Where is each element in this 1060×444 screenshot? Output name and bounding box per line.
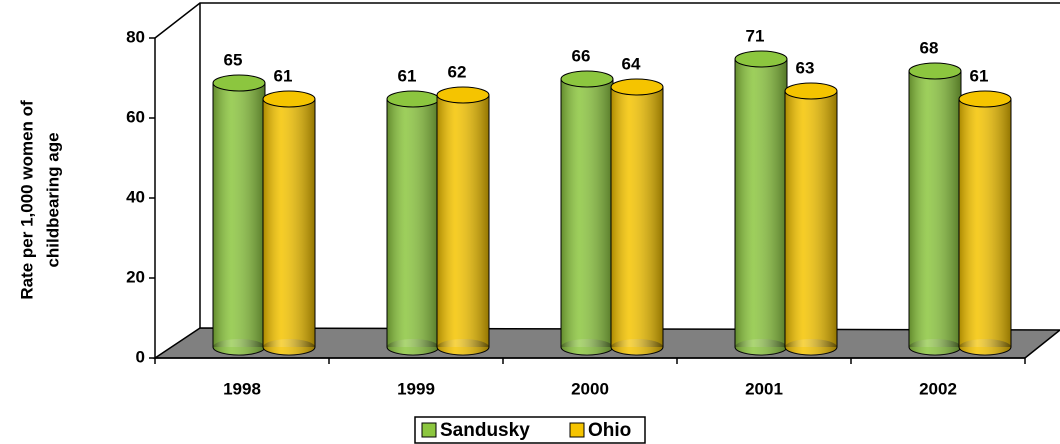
- value-label: 61: [970, 66, 989, 85]
- value-label: 64: [622, 54, 641, 73]
- shade: [909, 339, 961, 355]
- cylinder-top: [212, 74, 266, 92]
- legend-label: Sandusky: [440, 420, 530, 441]
- cylinder: [784, 82, 838, 356]
- cylinder-top: [784, 82, 838, 100]
- cylinder-top: [734, 50, 788, 68]
- shade: [561, 79, 613, 347]
- wall-top: [154, 2, 1060, 39]
- shade: [959, 339, 1011, 355]
- shade: [387, 339, 439, 355]
- shade: [263, 99, 315, 347]
- legend: [414, 416, 646, 444]
- shade: [909, 71, 961, 347]
- cylinder-top: [436, 86, 490, 104]
- cylinder: [908, 62, 962, 356]
- value-label: 63: [796, 58, 815, 77]
- shade: [611, 339, 663, 355]
- y-axis-label: Rate per 1,000 women of: [17, 100, 36, 300]
- x-tick-label: 2001: [745, 379, 783, 398]
- cylinder-top: [958, 90, 1012, 108]
- x-tick-label: 2002: [919, 379, 957, 398]
- shade: [263, 339, 315, 355]
- shade: [561, 339, 613, 355]
- shade: [437, 95, 489, 347]
- value-label: 66: [572, 46, 591, 65]
- cylinder-top: [262, 90, 316, 108]
- x-tick-label: 1998: [223, 379, 261, 398]
- cylinder: [560, 70, 614, 356]
- legend-label: Ohio: [588, 420, 631, 441]
- cylinder: [734, 50, 788, 356]
- shade: [611, 87, 663, 347]
- value-label: 65: [224, 50, 243, 69]
- shade: [735, 59, 787, 347]
- cylinder: [386, 90, 440, 356]
- cylinder-top: [908, 62, 962, 80]
- x-tick-label: 1999: [397, 379, 435, 398]
- shade: [785, 91, 837, 347]
- y-tick-label: 20: [126, 267, 145, 286]
- y-tick-label: 80: [126, 27, 145, 46]
- legend-swatch: [569, 422, 585, 438]
- cylinder: [436, 86, 490, 356]
- cylinder-top: [386, 90, 440, 108]
- cylinder: [262, 90, 316, 356]
- cylinder-top: [610, 78, 664, 96]
- value-label: 62: [448, 62, 467, 81]
- cylinder-top: [560, 70, 614, 88]
- legend-swatch: [421, 422, 437, 438]
- y-tick-label: 40: [126, 187, 145, 206]
- shade: [959, 99, 1011, 347]
- value-label: 61: [274, 66, 293, 85]
- cylinder: [212, 74, 266, 356]
- shade: [213, 339, 265, 355]
- cylinder: [958, 90, 1012, 356]
- value-label: 68: [920, 38, 939, 57]
- shade: [785, 339, 837, 355]
- value-label: 71: [746, 26, 765, 45]
- x-tick-label: 2000: [571, 379, 609, 398]
- shade: [387, 99, 439, 347]
- y-axis-label: childbearing age: [43, 132, 62, 267]
- shade: [213, 83, 265, 347]
- value-label: 61: [398, 66, 417, 85]
- shade: [437, 339, 489, 355]
- cylinder: [610, 78, 664, 356]
- y-tick-label: 60: [126, 107, 145, 126]
- shade: [735, 339, 787, 355]
- y-tick-label: 0: [136, 347, 145, 366]
